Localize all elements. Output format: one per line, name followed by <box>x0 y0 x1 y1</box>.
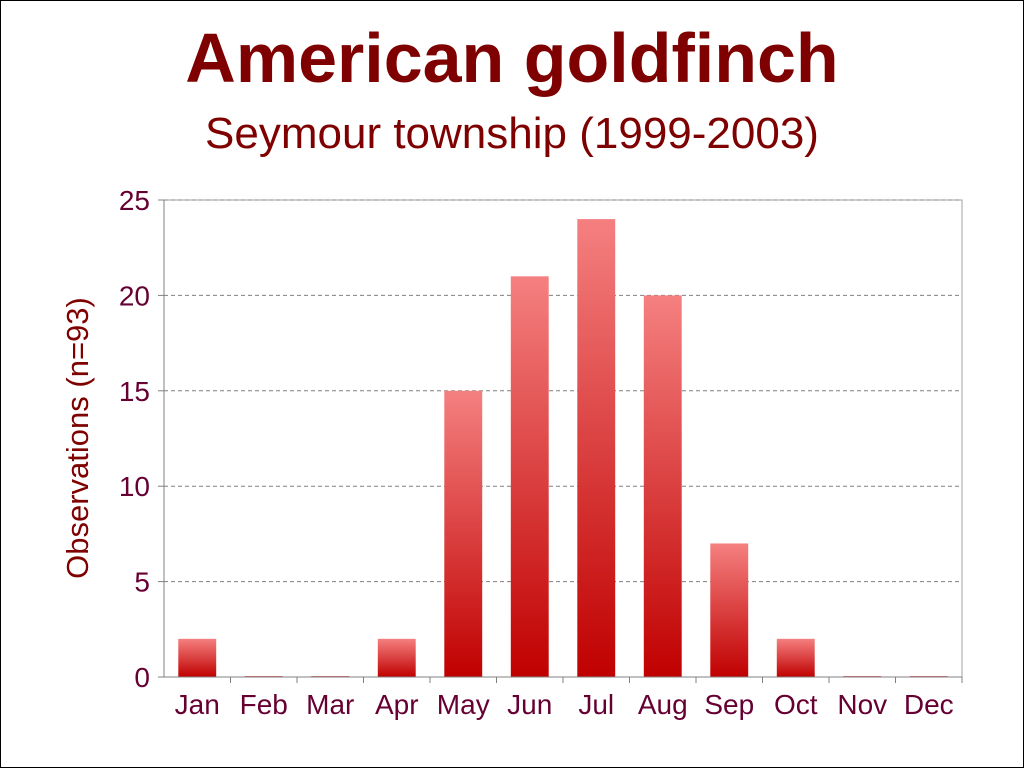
y-tick-label: 20 <box>119 280 150 311</box>
bar-apr <box>377 638 416 677</box>
x-tick-label-jul: Jul <box>578 689 614 720</box>
x-tick-label-aug: Aug <box>638 689 688 720</box>
bar-may <box>444 390 483 677</box>
x-tick-label-may: May <box>437 689 490 720</box>
bar-jun <box>510 276 549 677</box>
y-tick-label: 25 <box>119 185 150 216</box>
x-tick-label-oct: Oct <box>774 689 818 720</box>
y-tick-label: 0 <box>134 662 150 693</box>
x-tick-label-dec: Dec <box>904 689 954 720</box>
y-tick-label: 5 <box>134 567 150 598</box>
x-tick-label-nov: Nov <box>837 689 887 720</box>
bar-aug <box>643 295 682 677</box>
bars <box>178 219 948 677</box>
plot-area <box>163 199 963 678</box>
x-tick-label-sep: Sep <box>704 689 754 720</box>
x-tick-label-mar: Mar <box>306 689 354 720</box>
x-tick-label-jan: Jan <box>175 689 220 720</box>
x-tick-labels: Jan Feb Mar Apr May Jun Jul Aug Sep Oct Nov Dec <box>175 677 963 720</box>
bar-jan <box>178 638 217 677</box>
bar-jul <box>577 219 616 677</box>
chart-title: American goldfinch <box>185 19 839 97</box>
grid-lines <box>164 199 962 583</box>
y-tick-label: 15 <box>119 376 150 407</box>
y-axis-label: Observations (n=93) <box>60 297 95 579</box>
bar-sep <box>710 543 749 677</box>
bar-oct <box>776 638 815 677</box>
x-tick-label-jun: Jun <box>507 689 552 720</box>
y-tick-label: 10 <box>119 471 150 502</box>
x-tick-label-apr: Apr <box>375 689 419 720</box>
chart-subtitle: Seymour township (1999-2003) <box>205 109 819 158</box>
y-tick-labels: 0 5 10 15 20 25 <box>119 185 164 693</box>
x-tick-label-feb: Feb <box>240 689 288 720</box>
